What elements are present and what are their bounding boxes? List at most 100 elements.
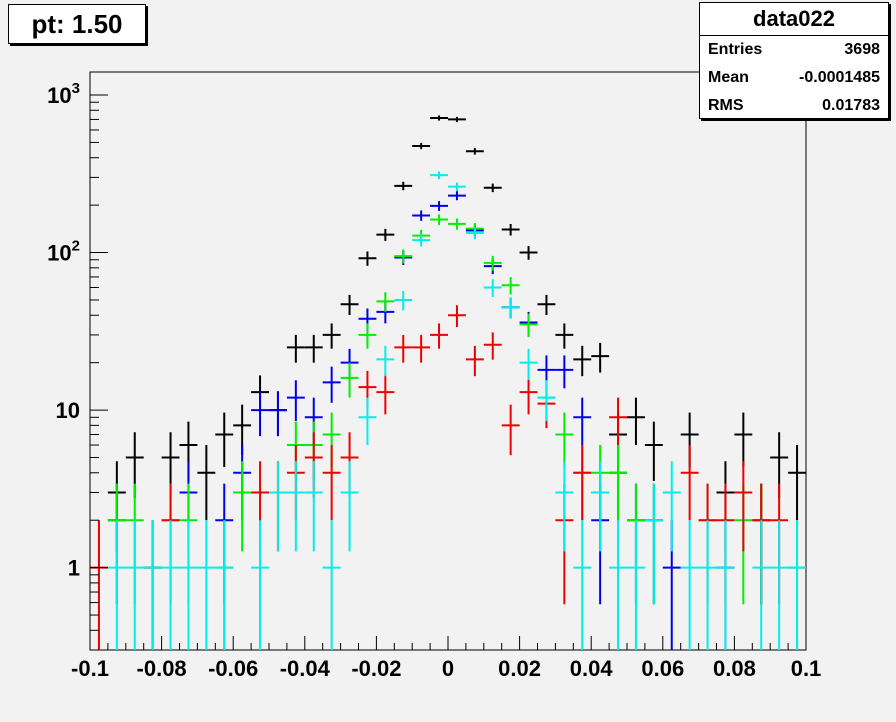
data-point <box>483 279 502 297</box>
data-point <box>555 355 574 389</box>
data-point <box>483 255 502 271</box>
x-tick-label: -0.1 <box>71 656 109 681</box>
data-point <box>483 332 502 360</box>
data-point <box>609 445 627 521</box>
data-point <box>448 182 466 192</box>
data-point <box>394 290 413 311</box>
data-point <box>376 345 395 377</box>
data-point <box>448 218 466 230</box>
data-point <box>322 520 341 650</box>
data-point <box>734 412 753 467</box>
data-point <box>448 191 466 201</box>
data-point <box>376 228 395 241</box>
stats-row-entries: Entries 3698 <box>700 36 888 64</box>
data-point <box>376 375 395 415</box>
stats-row-mean: Mean -0.0001485 <box>700 64 888 92</box>
data-point <box>788 445 806 521</box>
data-point <box>322 445 341 521</box>
data-point <box>197 445 216 521</box>
data-point <box>430 201 448 211</box>
data-point <box>430 115 448 121</box>
data-point <box>770 520 789 650</box>
data-point <box>662 461 681 552</box>
data-point <box>286 334 305 363</box>
data-point <box>573 445 592 521</box>
data-point <box>448 305 466 328</box>
x-tick-label: -0.08 <box>137 656 187 681</box>
stats-value: -0.0001485 <box>799 69 880 86</box>
data-point <box>537 294 556 315</box>
data-point <box>501 223 520 236</box>
y-tick-label: 103 <box>47 80 80 108</box>
y-tick-label: 10 <box>56 398 80 423</box>
data-point <box>734 461 753 552</box>
data-point <box>555 412 574 467</box>
data-point <box>358 397 377 446</box>
x-tick-label: 0.06 <box>641 656 684 681</box>
plot-frame-group <box>89 71 807 651</box>
data-point <box>322 366 341 403</box>
data-point <box>125 520 144 650</box>
data-point <box>680 445 699 521</box>
data-point <box>430 323 448 349</box>
data-point <box>304 461 323 552</box>
data-point <box>680 520 699 650</box>
data-point <box>394 334 413 363</box>
data-point <box>448 116 466 123</box>
data-point <box>573 520 592 650</box>
stats-label: Entries <box>708 41 763 58</box>
data-point <box>251 391 269 437</box>
data-point <box>340 294 359 315</box>
data-point <box>340 362 359 398</box>
plot-area <box>89 71 807 651</box>
data-point <box>286 461 305 552</box>
data-point <box>412 142 431 150</box>
data-point <box>519 375 538 415</box>
data-point <box>376 292 395 312</box>
data-point <box>573 345 592 377</box>
data-point <box>179 520 198 650</box>
data-point <box>573 397 592 446</box>
data-point <box>161 520 180 650</box>
data-point <box>465 345 484 377</box>
stats-label: RMS <box>708 97 744 114</box>
data-point <box>788 520 806 650</box>
data-point <box>609 520 627 650</box>
data-point <box>591 342 610 373</box>
x-tick-label: 0.02 <box>498 656 541 681</box>
data-point <box>251 520 269 650</box>
data-point <box>519 246 538 260</box>
data-point <box>698 520 717 650</box>
data-point <box>537 380 556 421</box>
data-point <box>501 277 520 295</box>
x-tick-label: -0.06 <box>208 656 258 681</box>
x-tick-label: 0.08 <box>713 656 756 681</box>
data-point <box>430 214 448 226</box>
data-point <box>412 234 431 247</box>
data-point <box>591 461 610 552</box>
data-point <box>358 323 377 349</box>
data-point <box>322 323 341 349</box>
stats-label: Mean <box>708 69 749 86</box>
data-point <box>358 251 377 266</box>
data-point <box>269 461 287 552</box>
stats-name: data022 <box>700 3 888 36</box>
data-point <box>304 334 323 363</box>
data-point <box>627 520 645 650</box>
data-point <box>519 313 538 338</box>
x-tick-label: -0.04 <box>280 656 331 681</box>
x-tick-label: 0.1 <box>791 656 822 681</box>
plot-title-box: pt: 1.50 <box>8 4 146 44</box>
data-point <box>644 483 663 605</box>
stats-value: 0.01783 <box>822 97 880 114</box>
data-point <box>501 297 520 319</box>
data-point <box>215 412 234 467</box>
data-point <box>394 181 413 191</box>
data-point <box>519 348 538 380</box>
data-point <box>412 334 431 363</box>
y-tick-label: 1 <box>68 556 80 581</box>
data-point <box>286 380 305 421</box>
data-point <box>555 323 574 349</box>
data-point <box>143 520 162 650</box>
